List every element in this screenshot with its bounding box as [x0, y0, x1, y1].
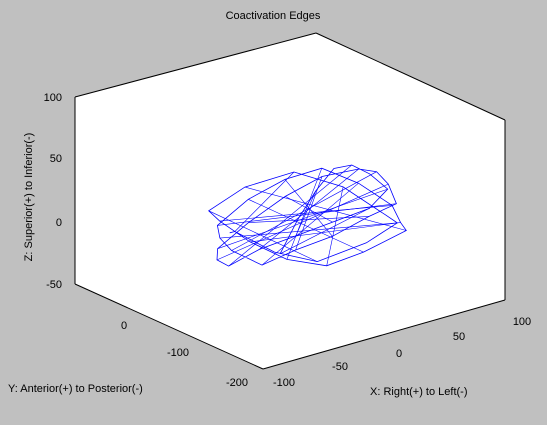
y-tick-label: 0	[121, 320, 127, 332]
box-edge-top-left	[74, 32, 317, 98]
plot-box-back	[75, 33, 505, 369]
edge-line	[326, 186, 344, 266]
y-axis-ticks: -200 -100 0	[121, 320, 248, 389]
edge-line	[261, 182, 359, 266]
x-tick-label: 50	[453, 331, 465, 343]
edge-line	[234, 171, 295, 232]
y-axis-label: Y: Anterior(+) to Posterior(-)	[8, 383, 143, 395]
x-tick-label: -50	[332, 361, 348, 373]
box-edge-bottom-left	[74, 283, 264, 370]
edge-line	[279, 208, 370, 255]
z-tick-label: 50	[50, 153, 62, 165]
z-axis-label: Z: Superior(+) to Inferior(-)	[23, 133, 35, 262]
box-edge-top-right	[315, 32, 506, 121]
x-axis-label: X: Right(+) to Left(-)	[370, 386, 468, 398]
chart-title: Coactivation Edges	[226, 10, 321, 22]
edge-line	[231, 171, 377, 251]
edge-line	[217, 203, 397, 226]
y-tick-label: -100	[167, 347, 189, 359]
z-tick-label: 100	[44, 92, 62, 104]
z-axis-ticks: -50 0 50 100	[44, 92, 62, 291]
edge-line	[258, 168, 359, 250]
x-tick-label: -100	[273, 377, 295, 389]
edge-line	[219, 205, 393, 222]
edge-line	[216, 183, 389, 261]
x-tick-label: 0	[396, 348, 402, 360]
z-tick-label: 0	[56, 217, 62, 229]
edge-line	[248, 216, 370, 223]
edge-line	[219, 222, 401, 239]
box-edges	[74, 32, 506, 370]
edge-line	[248, 199, 364, 253]
coactivation-edges	[208, 164, 407, 267]
edge-line	[250, 222, 398, 243]
z-tick-label: -50	[46, 279, 62, 291]
x-axis-ticks: -100 -50 0 50 100	[273, 316, 531, 389]
y-tick-label: -200	[226, 377, 248, 389]
edge-line	[286, 168, 323, 260]
edge-line	[208, 210, 318, 262]
x-tick-label: 100	[513, 316, 531, 328]
edge-line	[228, 164, 352, 267]
box-edge-bottom-right	[262, 299, 506, 370]
edge-line	[284, 179, 333, 237]
